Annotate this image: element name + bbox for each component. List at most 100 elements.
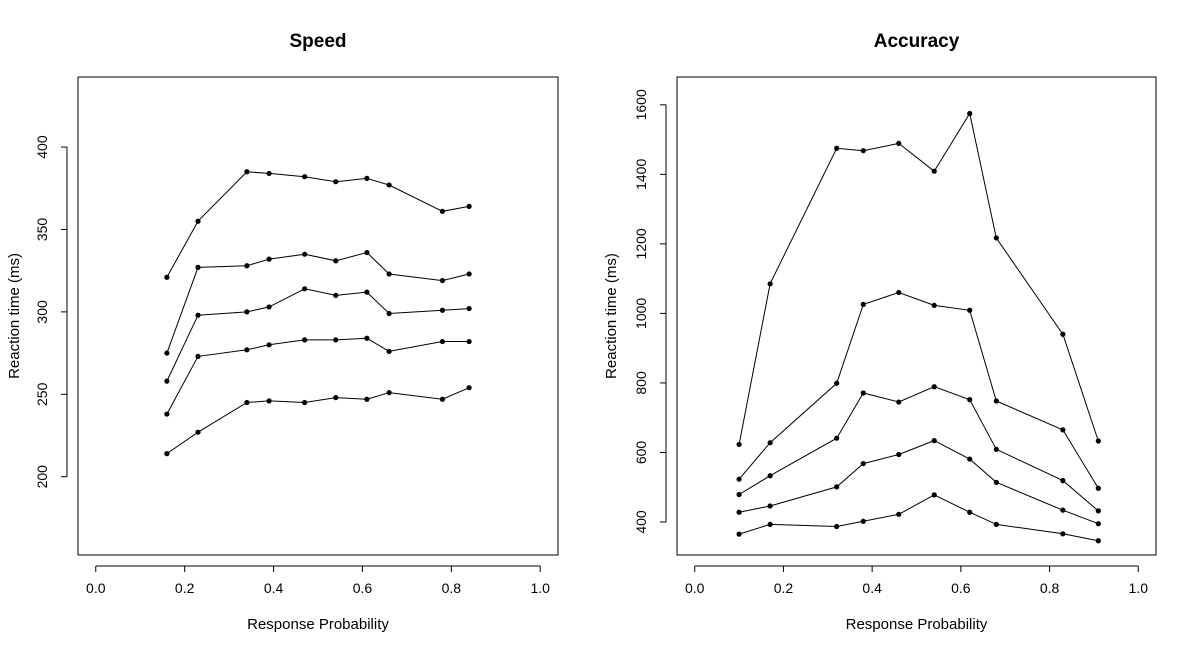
y-tick-label: 1200 [633,228,649,259]
data-point [364,249,370,256]
data-point [244,263,250,269]
y-tick-label: 400 [633,510,649,534]
data-point [767,503,773,509]
series-line-5 [738,112,1099,445]
data-point [195,429,201,435]
x-tick-label: 0.6 [353,580,373,596]
y-tick-label: 1000 [633,298,649,329]
data-point [195,353,201,359]
data-point [439,307,446,313]
data-point [333,337,339,343]
data-point [967,110,973,117]
data-point [967,509,973,515]
data-point [767,473,773,479]
data-point [266,256,272,262]
x-tick-label: 0.8 [1040,580,1060,596]
data-point [834,380,840,386]
x-tick-label: 1.0 [530,580,550,596]
data-point [736,509,742,515]
series-line-2 [166,337,470,415]
data-point [195,312,201,318]
data-point [860,301,866,307]
data-point [1095,485,1101,491]
data-point [993,479,999,485]
data-point [896,289,902,296]
data-point [860,518,866,524]
data-point [302,399,308,406]
data-point [302,286,308,292]
chart-title: Accuracy [874,31,960,52]
data-point [466,203,472,209]
y-axis-label: Reaction time (ms) [6,253,23,379]
x-axis-label: Response Probability [846,616,988,633]
data-point [993,235,999,241]
data-point [993,398,999,404]
data-point [931,302,937,308]
series-line-5 [166,171,470,278]
data-point [333,179,339,185]
data-point [896,511,902,517]
x-tick-label: 0.6 [951,580,971,596]
series-line-4 [738,291,1099,489]
x-tick-label: 0.0 [86,580,106,596]
data-point [164,274,170,280]
data-point [736,531,742,537]
data-point [860,460,866,467]
series-line-3 [738,386,1099,512]
data-point [1060,507,1066,513]
data-point [266,170,272,177]
x-tick-label: 0.4 [862,580,882,596]
data-point [1095,438,1101,444]
data-point [834,435,840,441]
series-line-1 [738,494,1099,542]
data-point [993,446,999,452]
data-point [834,523,840,530]
data-point [333,258,339,264]
data-point [860,390,866,396]
x-axis-label: Response Probability [247,616,389,633]
plot-frame [77,76,559,556]
data-point [364,335,370,341]
data-point [466,305,472,312]
data-point [466,338,472,345]
y-tick-label: 1600 [633,89,649,120]
data-point [931,438,937,444]
series-line-2 [739,440,1099,525]
data-point [931,492,937,498]
data-point [244,309,250,315]
data-point [364,396,370,402]
x-tick-label: 0.8 [442,580,462,596]
panel-1: Accuracy 0.0 0.2 0.4 0.6 0.8 1.0 Response Proba… [603,31,1157,633]
series-line-3 [166,288,470,382]
data-point [244,399,250,406]
data-point [164,350,170,356]
y-axis-label: Reaction time (ms) [603,253,620,379]
data-point [244,347,250,353]
data-point [266,342,272,348]
data-point [860,148,866,154]
data-point [767,521,773,528]
data-point [1060,331,1066,337]
data-point [333,394,339,401]
data-point [967,456,973,462]
data-point [364,289,370,295]
data-point [736,441,742,448]
data-point [386,271,392,277]
data-point [967,307,973,313]
y-tick-label: 300 [34,300,50,324]
data-point [266,398,272,404]
data-point [266,304,272,310]
data-point [466,271,472,277]
x-tick-label: 0.4 [264,580,284,596]
data-point [967,397,973,403]
y-tick-label: 200 [34,465,50,489]
data-point [767,281,773,287]
series-line-1 [166,387,470,455]
data-point [244,169,250,175]
data-point [466,385,472,391]
data-point [896,140,902,146]
y-tick-label: 1400 [633,159,649,190]
data-point [302,337,308,343]
data-point [1095,521,1101,527]
